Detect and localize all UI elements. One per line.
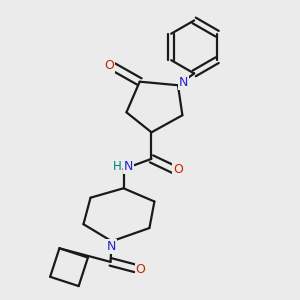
Text: N: N [178,76,188,89]
Text: N: N [107,240,116,253]
Text: H: H [112,160,122,173]
Text: N: N [124,160,134,173]
Text: O: O [173,163,183,176]
Text: O: O [104,59,114,72]
Text: O: O [136,263,146,276]
